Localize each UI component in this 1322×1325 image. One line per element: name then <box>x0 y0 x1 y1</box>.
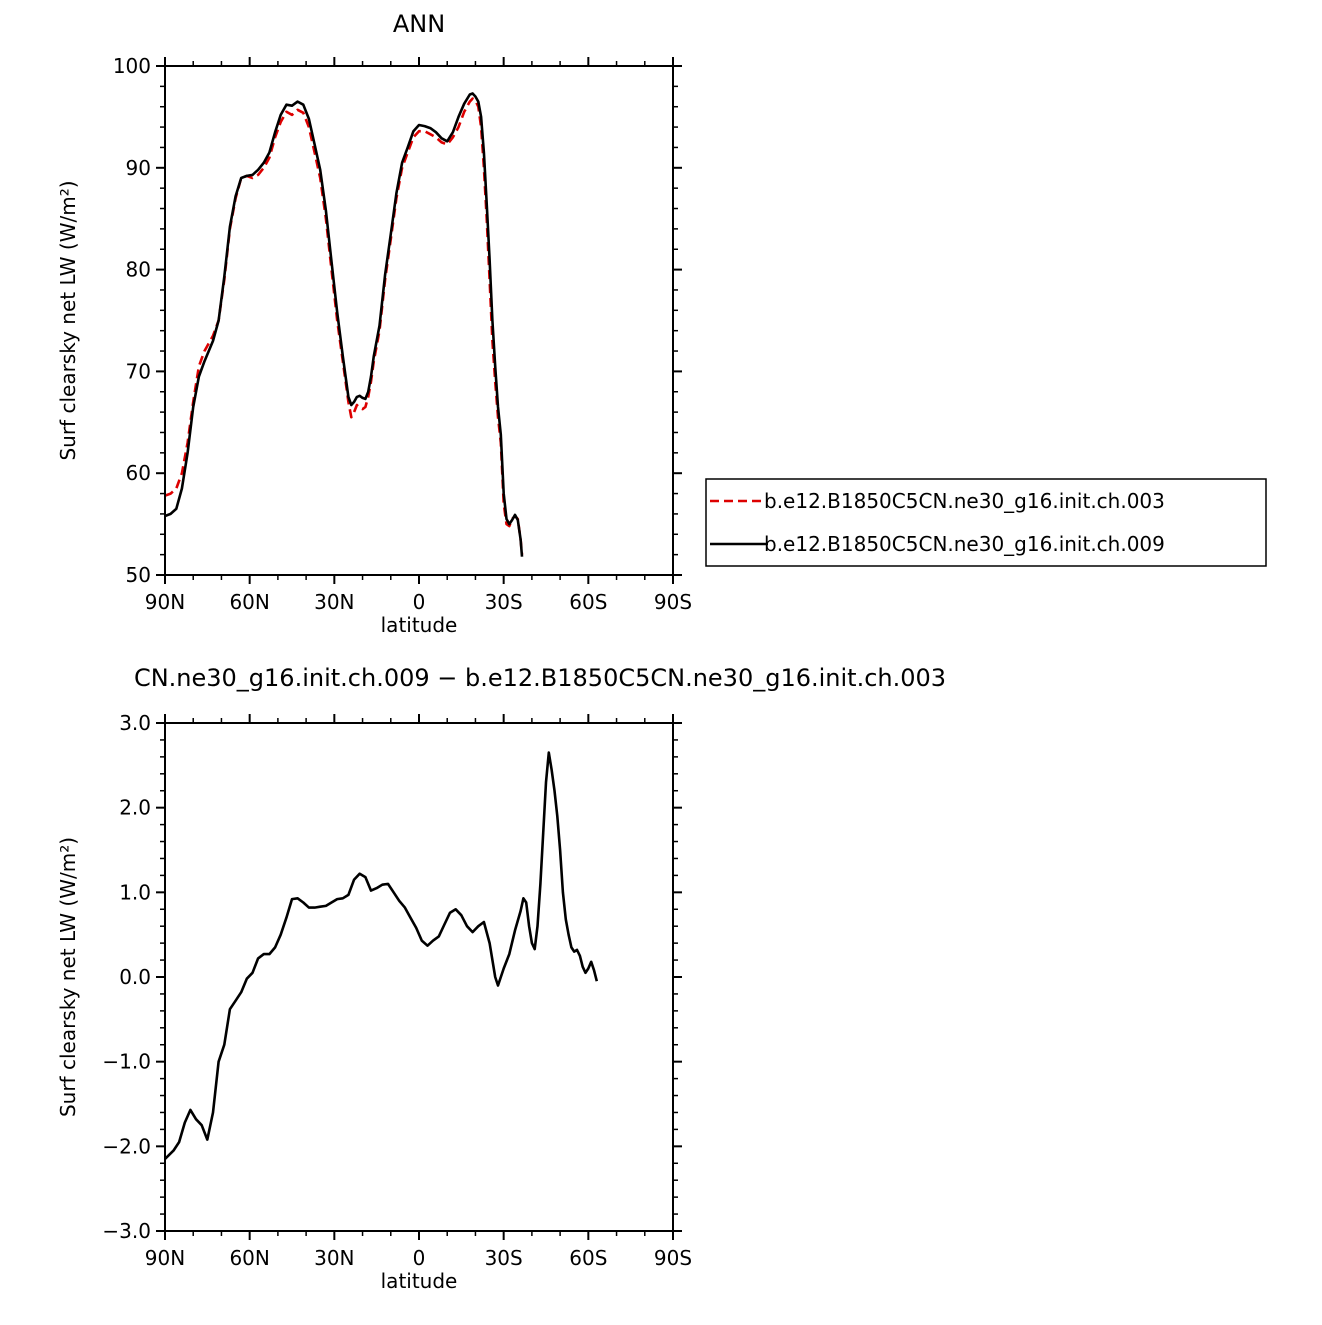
x-tick-label: 60N <box>229 1246 269 1270</box>
x-tick-label: 90N <box>145 590 185 614</box>
legend-entry-0: b.e12.B1850C5CN.ne30_g16.init.ch.003 <box>764 489 1165 513</box>
y-tick-label: 3.0 <box>119 711 151 735</box>
legend-entry-1: b.e12.B1850C5CN.ne30_g16.init.ch.009 <box>764 532 1165 556</box>
y-tick-label: 50 <box>126 563 151 587</box>
y-tick-label: 90 <box>126 156 151 180</box>
x-tick-label: 90S <box>654 1246 692 1270</box>
y-tick-label: 0.0 <box>119 965 151 989</box>
x-tick-label: 60N <box>229 590 269 614</box>
y-tick-label: −2.0 <box>102 1134 151 1158</box>
y-tick-label: 2.0 <box>119 796 151 820</box>
x-tick-label: 60S <box>569 590 607 614</box>
series-line-0 <box>165 751 599 1160</box>
y-tick-label: 1.0 <box>119 880 151 904</box>
plot-frame <box>164 65 674 576</box>
y-axis-label: Surf clearsky net LW (W/m²) <box>56 180 80 460</box>
bottom-panel: CN.ne30_g16.init.ch.009 − b.e12.B1850C5C… <box>56 664 946 1293</box>
y-tick-label: −3.0 <box>102 1219 151 1243</box>
x-tick-label: 30S <box>485 590 523 614</box>
x-tick-label: 0 <box>413 590 426 614</box>
y-tick-label: 80 <box>126 258 151 282</box>
y-axis-label: Surf clearsky net LW (W/m²) <box>56 837 80 1117</box>
x-tick-label: 0 <box>413 1246 426 1270</box>
chart-title: CN.ne30_g16.init.ch.009 − b.e12.B1850C5C… <box>134 664 946 692</box>
x-tick-label: 30N <box>314 1246 354 1270</box>
x-axis-label: latitude <box>381 1269 458 1293</box>
y-tick-label: 100 <box>113 54 151 78</box>
series-line-1 <box>165 92 524 557</box>
chart-title: ANN <box>393 10 445 38</box>
top-panel: ANN 90N 60N 30N 0 30S 60S 90S 50 60 70 80 90 100 latit… <box>56 10 1267 637</box>
legend-box <box>705 478 1267 567</box>
y-tick-label: 60 <box>126 461 151 485</box>
x-tick-label: 60S <box>569 1246 607 1270</box>
y-tick-label: −1.0 <box>102 1050 151 1074</box>
x-tick-label: 90N <box>145 1246 185 1270</box>
series-line-0 <box>165 97 524 555</box>
y-tick-label: 70 <box>126 359 151 383</box>
x-axis-label: latitude <box>381 613 458 637</box>
x-tick-label: 30N <box>314 590 354 614</box>
x-tick-label: 30S <box>485 1246 523 1270</box>
x-tick-label: 90S <box>654 590 692 614</box>
